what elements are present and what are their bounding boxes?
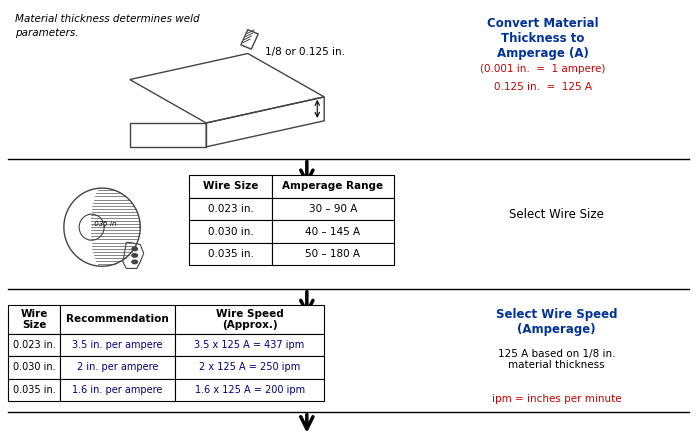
Bar bbox=[175, 379, 324, 401]
Text: 0.125 in.  =  125 A: 0.125 in. = 125 A bbox=[494, 82, 592, 92]
Polygon shape bbox=[123, 243, 144, 268]
Bar bbox=[175, 356, 324, 379]
Text: Material thickness determines weld
parameters.: Material thickness determines weld param… bbox=[15, 14, 200, 38]
Bar bbox=[272, 243, 394, 265]
Text: 1/8 or 0.125 in.: 1/8 or 0.125 in. bbox=[265, 47, 345, 57]
Text: 0.035 in.: 0.035 in. bbox=[208, 249, 254, 259]
Text: 2 x 125 A = 250 ipm: 2 x 125 A = 250 ipm bbox=[199, 362, 300, 372]
Bar bbox=[189, 175, 272, 198]
Bar bbox=[8, 305, 61, 333]
Text: 125 A based on 1/8 in.
material thickness: 125 A based on 1/8 in. material thicknes… bbox=[498, 349, 615, 371]
Text: 3.5 x 125 A = 437 ipm: 3.5 x 125 A = 437 ipm bbox=[194, 340, 305, 350]
Text: 0.030 in.: 0.030 in. bbox=[208, 226, 253, 236]
Bar bbox=[175, 305, 324, 333]
Text: 0.023 in.: 0.023 in. bbox=[208, 204, 254, 214]
Text: 30 – 90 A: 30 – 90 A bbox=[309, 204, 357, 214]
Text: ipm = inches per minute: ipm = inches per minute bbox=[492, 394, 622, 404]
Text: Wire
Size: Wire Size bbox=[21, 309, 48, 330]
Text: 0.023 in.: 0.023 in. bbox=[13, 340, 56, 350]
Bar bbox=[8, 379, 61, 401]
Text: 1.6 in. per ampere: 1.6 in. per ampere bbox=[72, 385, 163, 395]
Circle shape bbox=[132, 253, 137, 257]
Bar bbox=[272, 198, 394, 220]
Text: Convert Material
Thickness to
Amperage (A): Convert Material Thickness to Amperage (… bbox=[487, 17, 599, 59]
Bar bbox=[61, 333, 175, 356]
Text: 40 – 145 A: 40 – 145 A bbox=[305, 226, 360, 236]
Circle shape bbox=[132, 260, 137, 264]
Bar bbox=[272, 220, 394, 243]
Bar bbox=[61, 356, 175, 379]
Text: 1.6 x 125 A = 200 ipm: 1.6 x 125 A = 200 ipm bbox=[194, 385, 305, 395]
Text: 0.030 in.: 0.030 in. bbox=[13, 362, 56, 372]
Circle shape bbox=[132, 247, 137, 251]
Text: Select Wire Speed
(Amperage): Select Wire Speed (Amperage) bbox=[496, 308, 618, 336]
Text: .035 in: .035 in bbox=[92, 221, 116, 227]
Bar bbox=[61, 379, 175, 401]
Text: Select Wire Size: Select Wire Size bbox=[510, 208, 604, 221]
Text: (0.001 in.  =  1 ampere): (0.001 in. = 1 ampere) bbox=[480, 64, 606, 74]
Bar bbox=[189, 198, 272, 220]
Text: 2 in. per ampere: 2 in. per ampere bbox=[77, 362, 158, 372]
Bar bbox=[175, 333, 324, 356]
Text: Recommendation: Recommendation bbox=[66, 315, 169, 324]
Text: 0.035 in.: 0.035 in. bbox=[13, 385, 56, 395]
Bar bbox=[189, 243, 272, 265]
Bar bbox=[61, 305, 175, 333]
Bar bbox=[8, 333, 61, 356]
Text: 3.5 in. per ampere: 3.5 in. per ampere bbox=[72, 340, 163, 350]
Bar bbox=[189, 220, 272, 243]
Text: Wire Speed
(Approx.): Wire Speed (Approx.) bbox=[215, 309, 284, 330]
Text: Amperage Range: Amperage Range bbox=[282, 181, 383, 191]
Bar bbox=[8, 356, 61, 379]
Text: 50 – 180 A: 50 – 180 A bbox=[305, 249, 360, 259]
Bar bbox=[272, 175, 394, 198]
Text: Wire Size: Wire Size bbox=[203, 181, 258, 191]
